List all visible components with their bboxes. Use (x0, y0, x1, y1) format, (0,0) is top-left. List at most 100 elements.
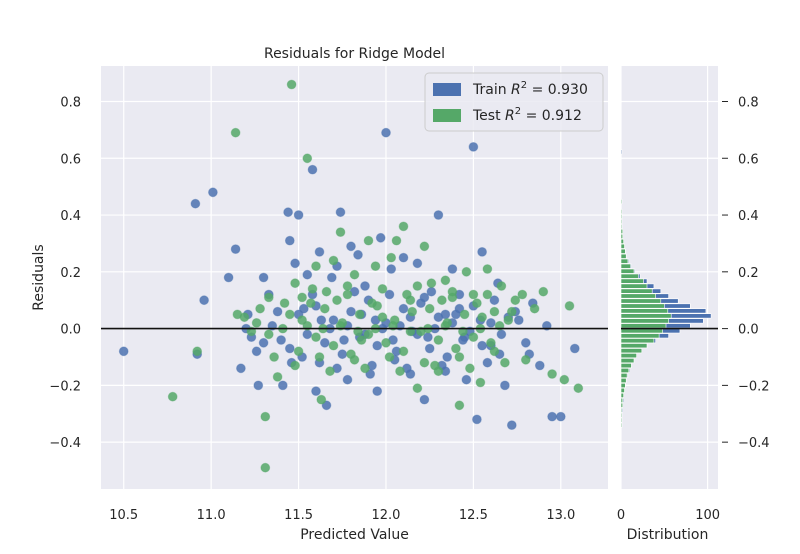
scatter-point-train (230, 244, 241, 255)
scatter-point-test (260, 462, 271, 473)
scatter-point-test (311, 332, 321, 343)
scatter-point-train (384, 289, 395, 300)
distribution-bar-test (620, 293, 656, 299)
legend-entry-1: Test R2 = 0.912 (472, 106, 582, 124)
distribution-bar-test (620, 358, 635, 364)
scatter-point-test (239, 312, 250, 323)
legend-box (424, 72, 604, 132)
scatter-point-train (506, 420, 517, 431)
distribution-bar-test (620, 258, 629, 264)
scatter-point-test (349, 269, 360, 280)
scatter-point-train (311, 386, 321, 397)
scatter-point-train (547, 411, 557, 422)
scatter-point-test (440, 275, 451, 286)
scatter-point-train (339, 335, 349, 345)
main-axes: 10.5 11.0 11.5 12.0 12.5 13.0 −0.4 −0.2 0.0 0.2 0… (31, 46, 608, 543)
scatter-point-train (412, 258, 423, 269)
scatter-point-train (360, 281, 370, 291)
scatter-point-train (433, 210, 444, 220)
y-axis-label: Residuals (31, 244, 47, 310)
scatter-point-train (451, 309, 461, 320)
scatter-point-train (489, 295, 500, 306)
distribution-bars (620, 149, 712, 428)
scatter-point-test (433, 335, 444, 345)
x-tick-label: 12.0 (371, 508, 400, 523)
distribution-bar-test (620, 273, 639, 279)
scatter-point-test (307, 284, 318, 294)
scatter-point-test (293, 346, 304, 357)
distribution-y-tick-label: 0.2 (738, 266, 759, 281)
distribution-bar-test (620, 407, 623, 413)
distribution-bar-test (620, 333, 660, 339)
scatter-point-test (297, 315, 308, 326)
scatter-point-test (482, 289, 493, 300)
x-tick-label: 11.5 (284, 508, 313, 523)
y-tick-label: 0.6 (60, 152, 81, 167)
scatter-point-test (547, 369, 557, 379)
scatter-point-train (284, 343, 295, 354)
legend-swatch-0 (433, 83, 461, 96)
scatter-point-test (328, 255, 339, 266)
scatter-point-test (377, 312, 388, 323)
scatter-point-test (419, 357, 430, 368)
scatter-point-test (297, 292, 308, 303)
scatter-point-train (398, 252, 409, 263)
distribution-bar-test (620, 199, 623, 205)
distribution-axes: 0 100 −0.4 −0.2 0.0 0.2 0.4 0.6 0.8 Distributio… (617, 66, 770, 543)
scatter-point-test (332, 295, 342, 306)
distribution-y-tick-label: −0.2 (738, 379, 770, 394)
scatter-point-test (538, 286, 549, 297)
scatter-point-test (363, 235, 374, 246)
scatter-point-test (325, 366, 335, 377)
scatter-point-train (381, 127, 391, 138)
scatter-point-test (454, 400, 465, 411)
distribution-bar-test (620, 343, 648, 349)
distribution-bar-test (620, 392, 624, 398)
y-tick-label: −0.2 (49, 379, 81, 394)
scatter-point-test (311, 261, 321, 272)
scatter-point-train (199, 295, 210, 306)
distribution-y-tick-label: 0.8 (738, 95, 759, 110)
distribution-bar-test (620, 224, 623, 230)
distribution-bar-test (620, 268, 635, 274)
scatter-point-train (298, 303, 309, 314)
scatter-point-test (302, 153, 313, 164)
scatter-point-train (346, 306, 356, 317)
scatter-point-train (284, 235, 295, 246)
scatter-point-test (391, 235, 402, 246)
distribution-bar-test (620, 348, 643, 354)
scatter-point-train (447, 264, 458, 274)
distribution-bar-test (620, 367, 630, 373)
scatter-point-test (459, 309, 470, 320)
scatter-point-test (424, 303, 435, 314)
scatter-point-test (454, 352, 465, 362)
scatter-point-train (302, 269, 313, 280)
scatter-point-test (269, 352, 280, 362)
scatter-point-train (419, 394, 430, 405)
scatter-point-train (118, 346, 129, 357)
scatter-point-test (230, 127, 241, 138)
scatter-point-test (290, 360, 301, 371)
scatter-point-train (208, 187, 218, 198)
distribution-bar-test (620, 338, 655, 344)
scatter-point-test (319, 303, 330, 314)
x-axis-label: Predicted Value (300, 527, 409, 543)
scatter-point-train (258, 337, 269, 348)
distribution-bar-test (620, 417, 623, 423)
distribution-bar-test (620, 233, 624, 239)
scatter-point-test (192, 346, 203, 357)
scatter-point-train (346, 241, 356, 252)
scatter-point-test (489, 306, 500, 317)
scatter-point-test (559, 374, 570, 385)
scatter-point-test (465, 363, 475, 374)
scatter-point-test (489, 346, 500, 357)
scatter-point-test (167, 391, 178, 402)
scatter-point-train (472, 414, 482, 425)
distribution-axis-label: Distribution (627, 527, 709, 543)
scatter-point-test (407, 306, 418, 317)
scatter-point-test (384, 352, 395, 362)
distribution-x-tick-labels: 0 100 (617, 508, 720, 523)
x-tick-labels: 10.5 11.0 11.5 12.0 12.5 13.0 (109, 508, 575, 523)
chart-title: Residuals for Ridge Model (264, 46, 445, 62)
